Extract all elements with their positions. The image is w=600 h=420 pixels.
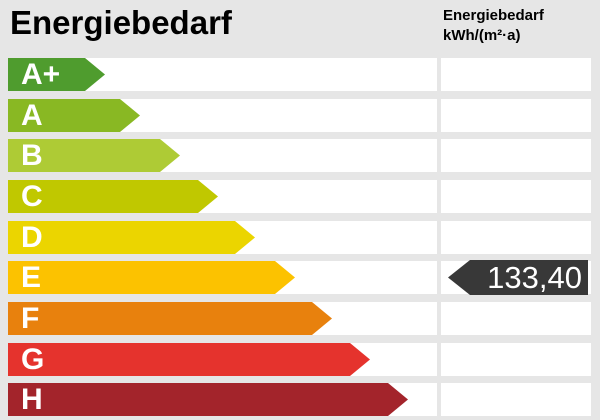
value-cell-b [441, 139, 591, 172]
value-pointer: 133,40 [448, 260, 588, 295]
rating-arrow-e: E [8, 261, 295, 294]
rating-label-a: A [21, 99, 43, 132]
rating-label-e: E [21, 261, 42, 294]
row-track: E [8, 261, 437, 294]
rating-label-d: D [21, 221, 43, 254]
value-cell-g [441, 343, 591, 376]
row-track: A+ [8, 58, 437, 91]
value-cell-h [441, 383, 591, 416]
row-track: G [8, 343, 437, 376]
rating-label-c: C [21, 180, 43, 213]
unit-header: Energiebedarf kWh/(m²·a) [443, 6, 544, 46]
scale-row-d: D [0, 221, 600, 254]
scale-row-e: E 133,40 [0, 260, 600, 295]
rating-label-h: H [21, 383, 43, 416]
scale-row-g: G [0, 343, 600, 376]
rating-label-f: F [21, 302, 40, 335]
value-cell-a-plus [441, 58, 591, 91]
rating-arrow-h: H [8, 383, 408, 416]
value-cell-a [441, 99, 591, 132]
rating-label-a-plus: A+ [21, 58, 61, 91]
page-title: Energiebedarf [10, 4, 232, 41]
unit-header-line1: Energiebedarf [443, 7, 544, 24]
scale-row-a: A [0, 99, 600, 132]
scale-row-c: C [0, 180, 600, 213]
rating-label-b: B [21, 139, 43, 172]
rating-label-g: G [21, 343, 45, 376]
value-cell-e: 133,40 [441, 260, 591, 295]
scale-row-f: F [0, 302, 600, 335]
row-track: B [8, 139, 437, 172]
rating-arrow-d: D [8, 221, 255, 254]
rating-arrow-a: A [8, 99, 140, 132]
value-cell-f [441, 302, 591, 335]
scale-row-h: H [0, 383, 600, 416]
rating-arrow-f: F [8, 302, 332, 335]
row-track: D [8, 221, 437, 254]
rating-arrow-b: B [8, 139, 180, 172]
value-cell-d [441, 221, 591, 254]
row-track: F [8, 302, 437, 335]
row-track: C [8, 180, 437, 213]
rating-arrow-c: C [8, 180, 218, 213]
row-track: A [8, 99, 437, 132]
row-track: H [8, 383, 437, 416]
unit-header-line2: kWh/(m²·a) [443, 27, 521, 44]
scale-row-b: B [0, 139, 600, 172]
rating-arrow-a-plus: A+ [8, 58, 105, 91]
scale-row-a-plus: A+ [0, 58, 600, 91]
value-cell-c [441, 180, 591, 213]
rating-arrow-g: G [8, 343, 370, 376]
